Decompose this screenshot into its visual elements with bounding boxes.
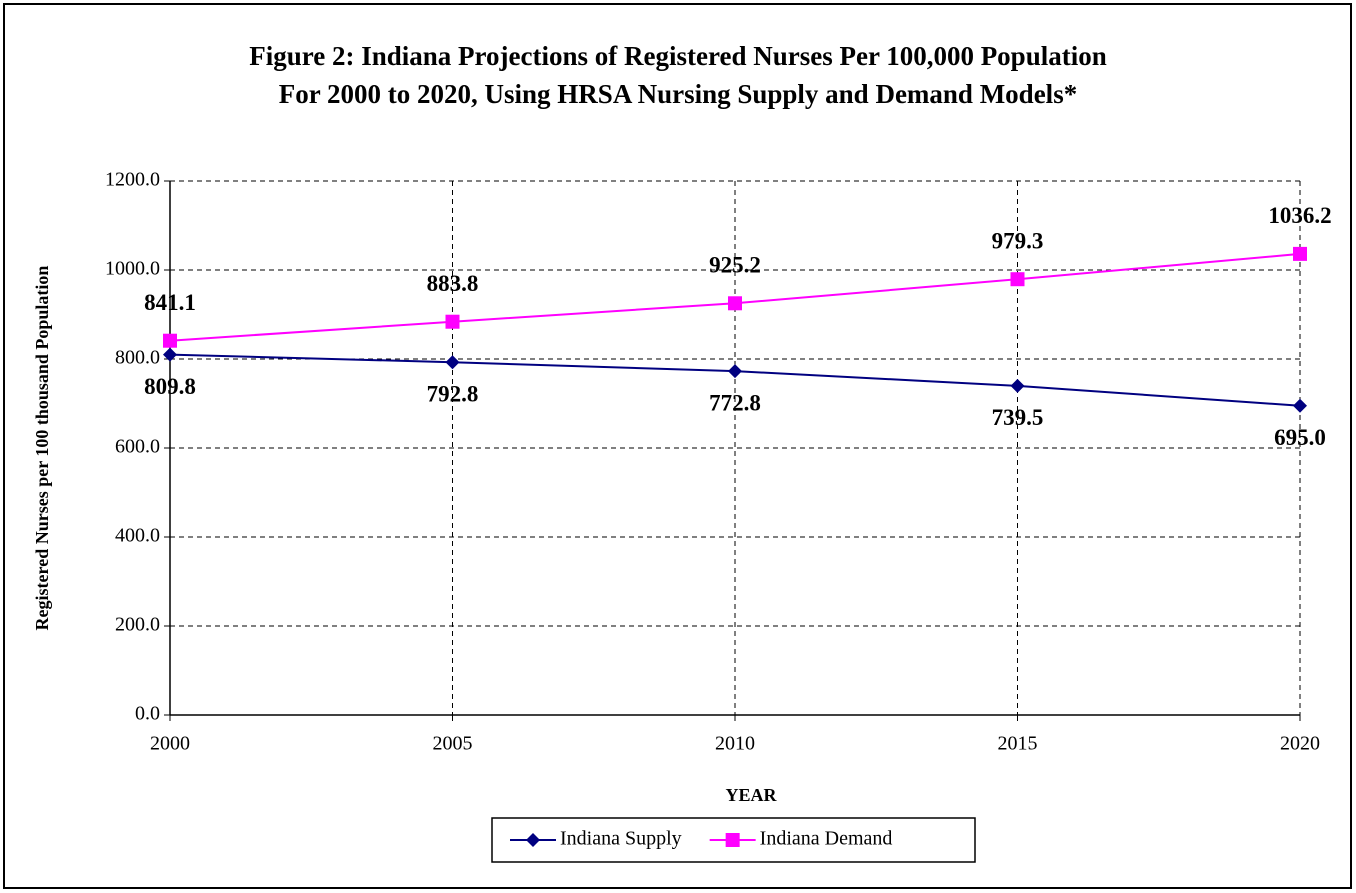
x-tick-label: 2005 [433,733,473,755]
y-tick-label: 0.0 [135,703,160,725]
marker [1010,378,1025,393]
x-axis-label: YEAR [725,785,777,805]
marker [728,296,742,311]
marker [445,355,460,370]
data-label: 979.3 [992,228,1044,253]
marker [526,833,540,847]
marker [1010,272,1025,287]
data-label: 883.8 [427,271,479,296]
y-tick-label: 800.0 [115,347,160,369]
y-tick-label: 600.0 [115,436,160,458]
marker [1293,398,1307,413]
y-tick-label: 1000.0 [105,258,160,280]
chart-title: Figure 2: Indiana Projections of Registe… [249,41,1106,71]
legend-label: Indiana Supply [560,828,682,850]
marker [445,314,460,329]
x-tick-label: 2020 [1280,733,1320,755]
marker [728,364,742,379]
chart-frame [3,3,1352,889]
y-tick-label: 1200.0 [105,169,160,191]
chart-title: For 2000 to 2020, Using HRSA Nursing Sup… [279,79,1077,109]
y-tick-label: 400.0 [115,525,160,547]
data-label: 1036.2 [1268,203,1331,228]
marker [725,833,740,847]
marker [163,333,177,348]
x-tick-label: 2000 [150,733,190,755]
marker [1293,246,1307,261]
x-tick-label: 2015 [998,733,1038,755]
marker [163,347,177,362]
x-tick-label: 2010 [715,733,755,755]
legend-label: Indiana Demand [760,828,893,850]
data-label: 809.8 [144,374,196,399]
data-label: 925.2 [709,253,761,278]
data-label: 792.8 [427,381,479,406]
data-label: 695.0 [1274,425,1326,450]
y-axis-label: Registered Nurses per 100 thousand Popul… [32,266,52,631]
data-label: 772.8 [709,390,761,415]
data-label: 739.5 [992,405,1044,430]
y-tick-label: 200.0 [115,614,160,636]
data-label: 841.1 [144,290,196,315]
